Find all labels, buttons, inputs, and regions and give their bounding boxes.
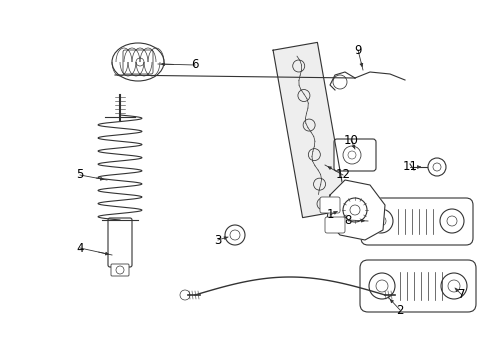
Text: 12: 12 xyxy=(335,168,350,181)
Polygon shape xyxy=(326,180,384,240)
Text: 3: 3 xyxy=(214,234,221,247)
FancyBboxPatch shape xyxy=(123,50,153,74)
Text: 1: 1 xyxy=(325,208,333,221)
Text: 5: 5 xyxy=(76,168,83,181)
Text: 6: 6 xyxy=(191,58,198,72)
FancyBboxPatch shape xyxy=(108,218,132,267)
FancyBboxPatch shape xyxy=(360,198,472,245)
Text: 4: 4 xyxy=(76,242,83,255)
Text: 2: 2 xyxy=(395,303,403,316)
FancyBboxPatch shape xyxy=(111,264,129,276)
Text: 7: 7 xyxy=(457,288,465,302)
Text: 9: 9 xyxy=(353,44,361,57)
Polygon shape xyxy=(272,42,346,217)
FancyBboxPatch shape xyxy=(359,260,475,312)
FancyBboxPatch shape xyxy=(325,217,345,233)
Text: 8: 8 xyxy=(344,213,351,226)
FancyBboxPatch shape xyxy=(333,139,375,171)
Text: 11: 11 xyxy=(402,161,417,174)
FancyBboxPatch shape xyxy=(319,197,339,213)
Text: 10: 10 xyxy=(343,134,358,147)
